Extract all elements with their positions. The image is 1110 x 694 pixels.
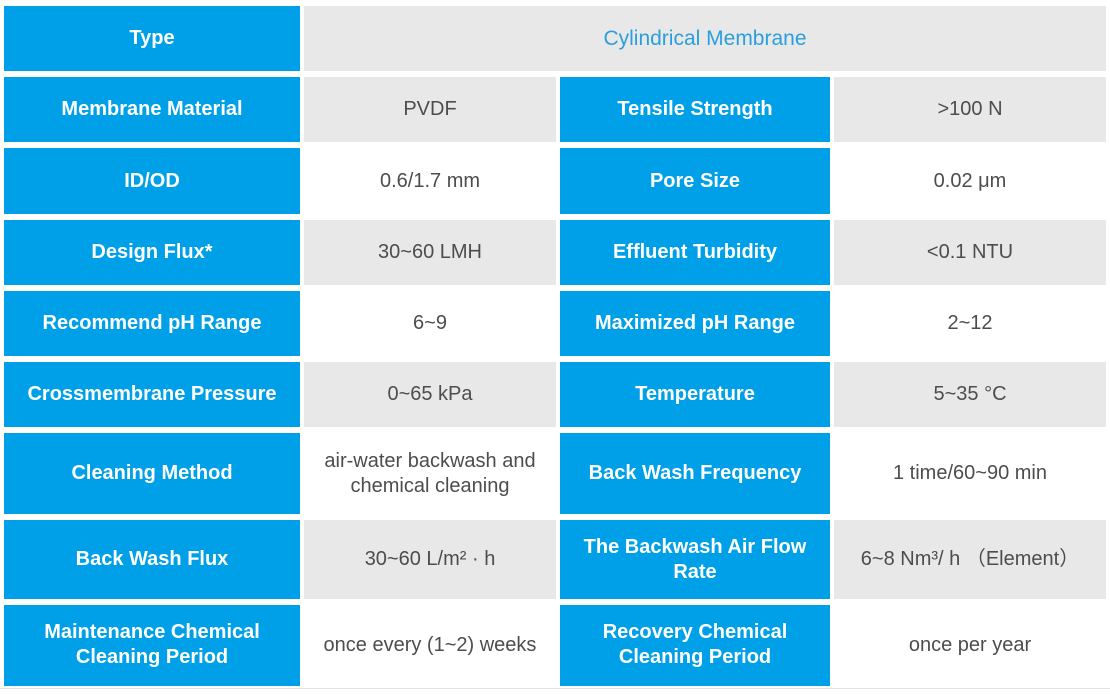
table-row: Design Flux* 30~60 LMH Effluent Turbidit… xyxy=(4,219,1106,285)
value-back-wash-flux: 30~60 L/m² · h xyxy=(304,520,556,599)
label-maximized-ph-range: Maximized pH Range xyxy=(560,290,830,357)
label-back-wash-frequency: Back Wash Frequency xyxy=(560,433,830,515)
value-membrane-material: PVDF xyxy=(304,77,556,143)
label-recommend-ph-range: Recommend pH Range xyxy=(4,290,300,357)
value-pore-size: 0.02 μm xyxy=(834,148,1106,214)
value-temperature: 5~35 °C xyxy=(834,362,1106,428)
label-back-wash-flux: Back Wash Flux xyxy=(4,520,300,599)
value-effluent-turbidity: <0.1 NTU xyxy=(834,219,1106,285)
label-design-flux: Design Flux* xyxy=(4,219,300,285)
value-cleaning-method: air-water backwash and chemical cleaning xyxy=(304,433,556,515)
label-backwash-air-flow-rate: The Backwash Air Flow Rate xyxy=(560,520,830,599)
label-membrane-material: Membrane Material xyxy=(4,77,300,143)
value-tensile-strength: >100 N xyxy=(834,77,1106,143)
label-temperature: Temperature xyxy=(560,362,830,428)
table-row: Cleaning Method air-water backwash and c… xyxy=(4,433,1106,515)
value-recommend-ph-range: 6~9 xyxy=(304,290,556,357)
table-row: Recommend pH Range 6~9 Maximized pH Rang… xyxy=(4,290,1106,357)
table-row: Back Wash Flux 30~60 L/m² · h The Backwa… xyxy=(4,520,1106,599)
bottom-divider xyxy=(0,688,1110,689)
table-row: ID/OD 0.6/1.7 mm Pore Size 0.02 μm xyxy=(4,148,1106,214)
label-crossmembrane-pressure: Crossmembrane Pressure xyxy=(4,362,300,428)
value-id-od: 0.6/1.7 mm xyxy=(304,148,556,214)
value-recovery-chemical-cleaning-period: once per year xyxy=(834,604,1106,686)
value-maximized-ph-range: 2~12 xyxy=(834,290,1106,357)
table-row: Type Cylindrical Membrane xyxy=(4,6,1106,72)
value-crossmembrane-pressure: 0~65 kPa xyxy=(304,362,556,428)
label-effluent-turbidity: Effluent Turbidity xyxy=(560,219,830,285)
value-design-flux: 30~60 LMH xyxy=(304,219,556,285)
label-pore-size: Pore Size xyxy=(560,148,830,214)
value-type: Cylindrical Membrane xyxy=(304,6,1106,72)
value-maintenance-chemical-cleaning-period: once every (1~2) weeks xyxy=(304,604,556,686)
table-row: Crossmembrane Pressure 0~65 kPa Temperat… xyxy=(4,362,1106,428)
table-row: Membrane Material PVDF Tensile Strength … xyxy=(4,77,1106,143)
label-recovery-chemical-cleaning-period: Recovery Chemical Cleaning Period xyxy=(560,604,830,686)
label-tensile-strength: Tensile Strength xyxy=(560,77,830,143)
value-back-wash-frequency: 1 time/60~90 min xyxy=(834,433,1106,515)
label-maintenance-chemical-cleaning-period: Maintenance Chemical Cleaning Period xyxy=(4,604,300,686)
label-cleaning-method: Cleaning Method xyxy=(4,433,300,515)
table-row: Maintenance Chemical Cleaning Period onc… xyxy=(4,604,1106,686)
label-id-od: ID/OD xyxy=(4,148,300,214)
value-backwash-air-flow-rate: 6~8 Nm³/ h （Element） xyxy=(834,520,1106,599)
label-type: Type xyxy=(4,6,300,72)
